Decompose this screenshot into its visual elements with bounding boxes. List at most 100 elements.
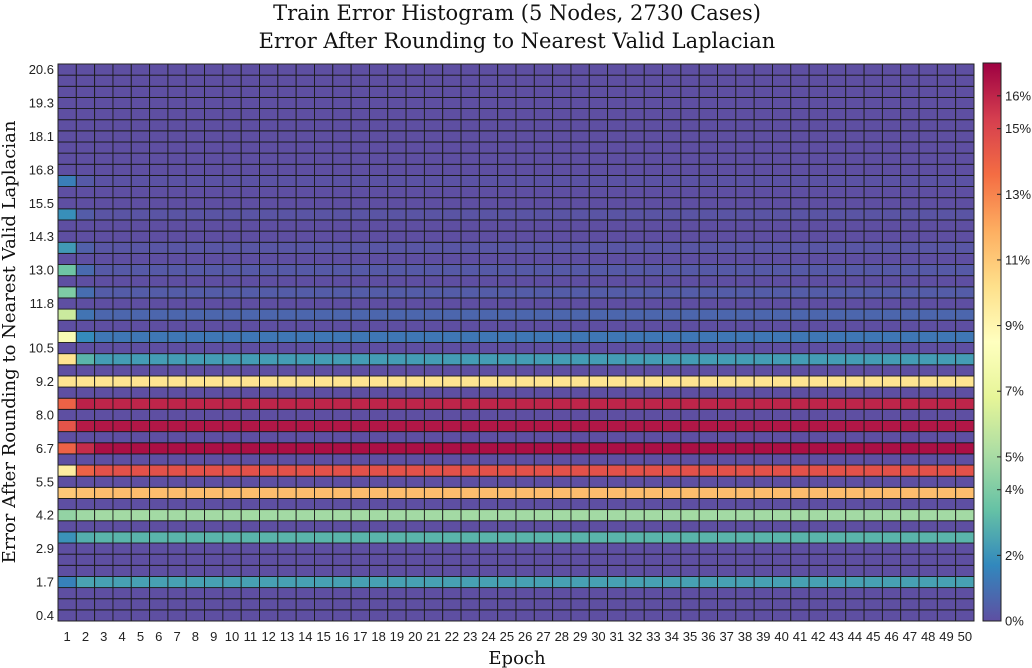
- heatmap-cell: [460, 63, 480, 76]
- heatmap-cell: [112, 342, 132, 355]
- heatmap-cell: [753, 342, 773, 355]
- heatmap-cell: [368, 264, 389, 277]
- heatmap-cell: [808, 464, 828, 477]
- heatmap-cell: [314, 442, 334, 455]
- heatmap-cell: [918, 364, 938, 377]
- x-tick-label: 49: [939, 629, 953, 644]
- heatmap-cell: [167, 342, 187, 355]
- heatmap-cell: [826, 163, 847, 176]
- heatmap-cell: [332, 542, 352, 555]
- heatmap-cell: [387, 197, 407, 210]
- heatmap-cell: [936, 286, 957, 299]
- heatmap-cell: [790, 486, 810, 499]
- heatmap-cell: [570, 464, 590, 477]
- heatmap-cell: [515, 609, 535, 622]
- heatmap-cell: [423, 63, 444, 76]
- heatmap-cell: [662, 553, 682, 566]
- heatmap-cell: [955, 564, 975, 577]
- heatmap-cell: [149, 152, 169, 165]
- heatmap-cell: [240, 208, 260, 221]
- heatmap-cell: [167, 408, 187, 421]
- heatmap-cell: [185, 375, 206, 388]
- heatmap-cell: [240, 587, 260, 600]
- heatmap-cell: [936, 397, 957, 410]
- heatmap-cell: [955, 163, 975, 176]
- heatmap-cell: [698, 442, 718, 455]
- heatmap-cell: [643, 152, 664, 165]
- heatmap-cell: [662, 364, 682, 377]
- heatmap-cell: [570, 498, 590, 511]
- heatmap-cell: [863, 364, 883, 377]
- heatmap-cell: [552, 297, 572, 310]
- heatmap-cell: [167, 486, 187, 499]
- heatmap-cell: [918, 609, 938, 622]
- heatmap-cell: [515, 431, 535, 444]
- x-tick-label: 36: [701, 629, 715, 644]
- heatmap-cell: [423, 308, 444, 321]
- heatmap-cell: [387, 342, 407, 355]
- x-tick-label: 9: [210, 629, 217, 644]
- heatmap-cell: [845, 264, 865, 277]
- y-tick-label: 1.7: [36, 575, 54, 590]
- heatmap-cell: [277, 375, 297, 388]
- heatmap-cell: [204, 342, 224, 355]
- heatmap-cell: [936, 63, 957, 76]
- heatmap-cell: [552, 420, 572, 433]
- heatmap-cell: [918, 297, 938, 310]
- heatmap-cell: [112, 564, 132, 577]
- heatmap-cell: [552, 286, 572, 299]
- heatmap-cell: [332, 364, 352, 377]
- heatmap-cell: [735, 219, 755, 232]
- heatmap-cell: [826, 219, 847, 232]
- heatmap-cell: [240, 353, 260, 366]
- heatmap-cell: [497, 264, 517, 277]
- heatmap-cell: [240, 420, 260, 433]
- heatmap-cell: [497, 364, 517, 377]
- heatmap-cell: [332, 498, 352, 511]
- heatmap-cell: [222, 252, 242, 265]
- heatmap-cell: [662, 85, 682, 98]
- heatmap-cell: [533, 119, 554, 132]
- heatmap-cell: [94, 486, 114, 499]
- heatmap-cell: [57, 420, 77, 433]
- heatmap-cell: [478, 408, 499, 421]
- heatmap-cell: [808, 208, 828, 221]
- heatmap-cell: [881, 252, 902, 265]
- heatmap-cell: [662, 453, 682, 466]
- heatmap-cell: [515, 542, 535, 555]
- heatmap-cell: [478, 397, 499, 410]
- heatmap-cell: [662, 353, 682, 366]
- heatmap-cell: [863, 230, 883, 243]
- heatmap-cell: [918, 598, 938, 611]
- heatmap-cell: [94, 63, 114, 76]
- heatmap-cell: [588, 553, 609, 566]
- heatmap-cell: [753, 598, 773, 611]
- heatmap-cell: [717, 353, 737, 366]
- x-tick-label: 37: [719, 629, 733, 644]
- heatmap-cell: [772, 375, 792, 388]
- heatmap-cell: [112, 130, 132, 143]
- heatmap-cell: [405, 141, 425, 154]
- heatmap-cell: [350, 119, 370, 132]
- heatmap-cell: [881, 442, 902, 455]
- heatmap-cell: [881, 264, 902, 277]
- heatmap-cell: [772, 564, 792, 577]
- heatmap-cell: [955, 575, 975, 589]
- heatmap-cell: [533, 308, 554, 321]
- x-tick-label: 20: [408, 629, 422, 644]
- heatmap-cell: [680, 186, 700, 199]
- heatmap-cell: [350, 342, 370, 355]
- heatmap-cell: [570, 364, 590, 377]
- heatmap-cell: [295, 587, 315, 600]
- heatmap-cell: [204, 308, 224, 321]
- heatmap-cell: [533, 297, 554, 310]
- heatmap-cell: [698, 74, 718, 87]
- heatmap-cell: [405, 219, 425, 232]
- heatmap-cell: [588, 520, 609, 533]
- heatmap-cell: [607, 609, 627, 622]
- heatmap-cell: [863, 542, 883, 555]
- heatmap-cell: [533, 475, 554, 488]
- heatmap-cell: [350, 587, 370, 600]
- heatmap-cell: [460, 408, 480, 421]
- heatmap-cell: [900, 208, 920, 221]
